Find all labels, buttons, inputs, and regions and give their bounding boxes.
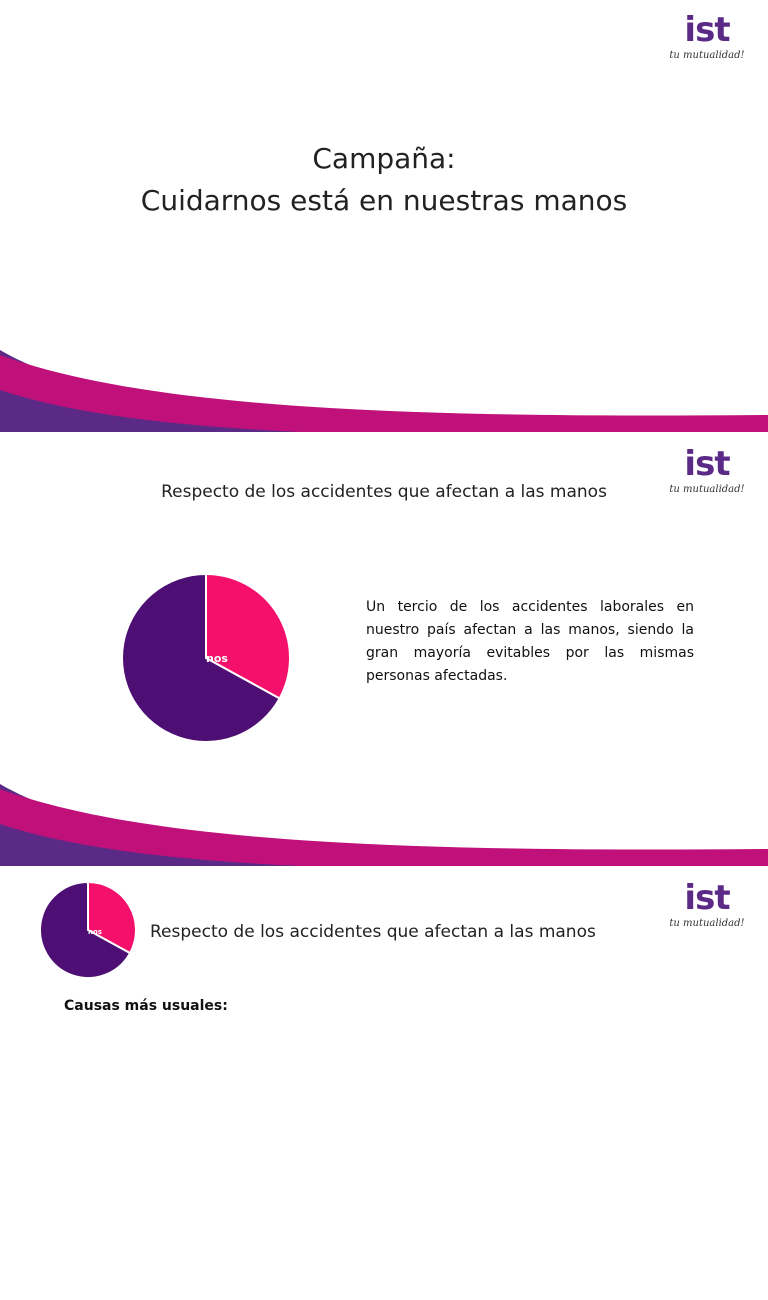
title: Respecto de los accidentes que afectan a… (161, 482, 607, 502)
logo-brand: ist (684, 444, 730, 484)
paragraph: Un tercio de los accidentes laborales en… (366, 599, 694, 684)
pie-slice (39, 880, 132, 979)
swoosh (0, 350, 768, 432)
pie-chart: nos (39, 880, 137, 979)
logo-brand: ist (684, 878, 730, 918)
slide: ist tu mutualidad! Campaña: Cuidarnos está… (0, 0, 768, 432)
title: Respecto de los accidentes que afectan a… (150, 922, 596, 942)
slide: nos ist tu mutualidad! Respecto de los ac… (0, 868, 768, 1300)
slide: nos ist tu mutualidad! Respecto de los ac… (0, 434, 768, 866)
title-line: Cuidarnos está en nuestras manos (140, 184, 628, 217)
logo: ist tu mutualidad! (662, 444, 752, 495)
title-line: Campaña: (312, 142, 456, 175)
pie-slice (87, 880, 137, 955)
heading: Causas más usuales: (64, 998, 228, 1014)
pie-slice (205, 572, 291, 700)
pie-slice (121, 572, 281, 743)
page: ist tu mutualidad! Campaña: Cuidarnos está… (0, 0, 768, 1014)
pie-label: nos (88, 928, 102, 936)
logo-brand: ist (684, 10, 730, 50)
pie-chart: nos (121, 572, 291, 743)
logo-tagline: tu mutualidad! (669, 484, 745, 495)
logo-tagline: tu mutualidad! (669, 50, 745, 61)
swoosh (0, 784, 768, 866)
logo: ist tu mutualidad! (662, 10, 752, 61)
title: Campaña: Cuidarnos está en nuestras manos (0, 138, 768, 222)
pie-label: nos (206, 652, 228, 665)
logo: ist tu mutualidad! (662, 878, 752, 929)
logo-tagline: tu mutualidad! (669, 918, 745, 929)
